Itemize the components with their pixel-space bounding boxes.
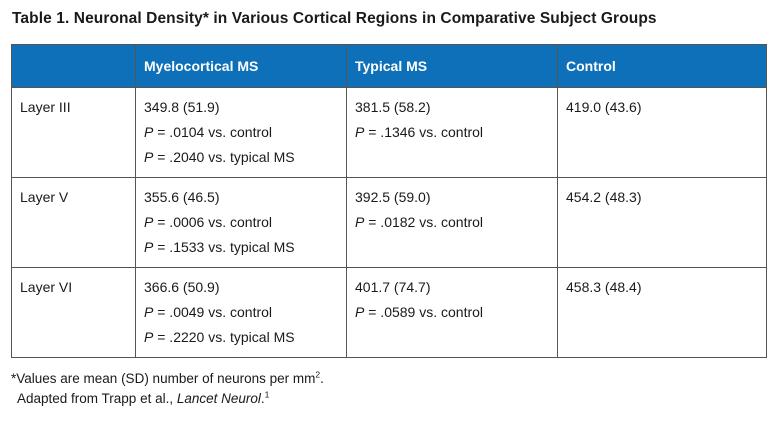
cell-value: 454.2 (48.3) [566, 189, 642, 205]
cell-value: 392.5 (59.0) [355, 189, 431, 205]
p-symbol: P [355, 304, 365, 320]
layer-label: Layer III [11, 87, 136, 178]
footnote-line-1: *Values are mean (SD) number of neurons … [11, 369, 324, 386]
layer-name: Layer VI [20, 279, 73, 295]
p-value-line: P = .0104 vs. control [144, 120, 338, 145]
p-value-line: P = .0182 vs. control [355, 210, 549, 235]
table-row: Layer III 349.8 (51.9) P = .0104 vs. con… [11, 87, 767, 178]
cell-value: 349.8 (51.9) [144, 99, 220, 115]
layer-name: Layer III [20, 99, 71, 115]
p-value-text: = .0049 vs. control [157, 304, 273, 320]
table-footnote: *Values are mean (SD) number of neurons … [11, 369, 324, 409]
p-value-text: = .0104 vs. control [157, 124, 273, 140]
table-row: Layer V 355.6 (46.5) P = .0006 vs. contr… [11, 177, 767, 268]
cell-value: 366.6 (50.9) [144, 279, 220, 295]
p-value-line: P = .0006 vs. control [144, 210, 338, 235]
p-value-text: = .1346 vs. control [368, 124, 484, 140]
p-value-text: = .2220 vs. typical MS [157, 329, 295, 345]
p-value-text: = .1533 vs. typical MS [157, 239, 295, 255]
p-value-line: P = .2040 vs. typical MS [144, 145, 338, 170]
header-blank [11, 44, 136, 88]
p-value-text: = .0182 vs. control [368, 214, 484, 230]
footnote-superscript: 2 [315, 369, 321, 380]
p-value-line: P = .1346 vs. control [355, 120, 549, 145]
layer-label: Layer V [11, 177, 136, 268]
table-title: Table 1. Neuronal Density* in Various Co… [12, 10, 657, 27]
footnote-line-2: Adapted from Trapp et al., Lancet Neurol… [17, 389, 270, 406]
control-cell: 454.2 (48.3) [557, 177, 767, 268]
myelocortical-cell: 366.6 (50.9) P = .0049 vs. control P = .… [135, 267, 347, 358]
p-value-line: P = .1533 vs. typical MS [144, 235, 338, 260]
typical-cell: 392.5 (59.0) P = .0182 vs. control [346, 177, 558, 268]
p-symbol: P [144, 214, 154, 230]
myelocortical-cell: 355.6 (46.5) P = .0006 vs. control P = .… [135, 177, 347, 268]
cell-value: 355.6 (46.5) [144, 189, 220, 205]
p-symbol: P [144, 304, 154, 320]
p-symbol: P [144, 329, 154, 345]
cell-value: 381.5 (58.2) [355, 99, 431, 115]
p-symbol: P [355, 124, 365, 140]
control-cell: 458.3 (48.4) [557, 267, 767, 358]
myelocortical-cell: 349.8 (51.9) P = .0104 vs. control P = .… [135, 87, 347, 178]
reference-superscript: 1 [264, 389, 270, 400]
control-cell: 419.0 (43.6) [557, 87, 767, 178]
table-row: Layer VI 366.6 (50.9) P = .0049 vs. cont… [11, 267, 767, 358]
p-value-line: P = .0589 vs. control [355, 300, 549, 325]
p-symbol: P [144, 239, 154, 255]
p-value-text: = .0006 vs. control [157, 214, 273, 230]
typical-cell: 401.7 (74.7) P = .0589 vs. control [346, 267, 558, 358]
cell-value: 419.0 (43.6) [566, 99, 642, 115]
p-value-text: = .0589 vs. control [368, 304, 484, 320]
typical-cell: 381.5 (58.2) P = .1346 vs. control [346, 87, 558, 178]
cell-value: 458.3 (48.4) [566, 279, 642, 295]
p-symbol: P [144, 124, 154, 140]
layer-name: Layer V [20, 189, 69, 205]
cell-value: 401.7 (74.7) [355, 279, 431, 295]
p-symbol: P [355, 214, 365, 230]
header-typical-ms: Typical MS [346, 44, 558, 88]
p-value-line: P = .0049 vs. control [144, 300, 338, 325]
neuronal-density-table: Myelocortical MS Typical MS Control Laye… [11, 44, 767, 358]
p-value-line: P = .2220 vs. typical MS [144, 325, 338, 350]
p-symbol: P [144, 149, 154, 165]
header-myelocortical-ms: Myelocortical MS [135, 44, 347, 88]
journal-name: Lancet Neurol [176, 391, 261, 406]
table-header-row: Myelocortical MS Typical MS Control [11, 44, 767, 88]
layer-label: Layer VI [11, 267, 136, 358]
header-control: Control [557, 44, 767, 88]
p-value-text: = .2040 vs. typical MS [157, 149, 295, 165]
